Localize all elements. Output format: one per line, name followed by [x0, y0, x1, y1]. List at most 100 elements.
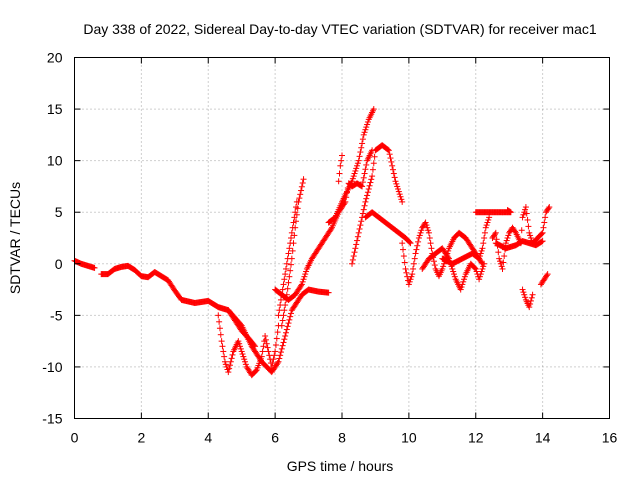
data-point: [293, 218, 300, 225]
data-point: [370, 106, 377, 113]
data-point: [251, 342, 258, 349]
y-tick-label: 15: [47, 101, 63, 117]
data-point: [288, 229, 295, 236]
data-point: [303, 268, 310, 275]
data-point: [492, 229, 499, 236]
data-point: [538, 230, 545, 237]
data-point: [408, 273, 415, 280]
data-point: [399, 240, 406, 247]
data-point: [362, 166, 369, 173]
data-point: [289, 224, 296, 231]
data-point: [410, 265, 417, 272]
data-point: [387, 155, 394, 162]
data-point: [287, 240, 294, 247]
data-point: [354, 233, 361, 240]
data-point: [242, 358, 249, 365]
data-point: [298, 183, 305, 190]
data-point: [360, 174, 367, 181]
y-tick-label: 0: [55, 256, 63, 272]
data-point: [288, 261, 295, 268]
data-point: [216, 325, 223, 332]
data-point: [476, 273, 483, 280]
data-point: [286, 316, 293, 323]
data-point: [461, 276, 468, 283]
data-point: [369, 173, 376, 180]
data-point: [356, 153, 363, 160]
y-tick-label: 10: [47, 153, 63, 169]
data-point: [238, 348, 245, 355]
data-point: [512, 228, 519, 235]
data-point: [258, 353, 265, 360]
data-point: [406, 239, 413, 246]
data-point: [301, 273, 308, 280]
data-point: [358, 144, 365, 151]
data-point: [482, 224, 489, 231]
data-point: [275, 358, 282, 365]
data-point: [394, 183, 401, 190]
data-point: [297, 191, 304, 198]
data-point: [277, 296, 284, 303]
data-point: [413, 246, 420, 253]
data-point: [357, 222, 364, 229]
data-point: [527, 235, 534, 241]
data-point: [410, 260, 417, 267]
data-point: [363, 195, 370, 202]
data-point: [350, 173, 357, 180]
data-point: [483, 222, 490, 229]
data-point: [459, 281, 466, 288]
data-point: [299, 278, 306, 285]
data-point: [349, 260, 356, 267]
data-point: [384, 146, 391, 153]
y-tick-label: -5: [50, 307, 63, 323]
data-point: [237, 345, 244, 352]
data-point: [388, 158, 395, 165]
data-point: [357, 149, 364, 156]
data-point: [283, 260, 290, 267]
x-tick-label: 12: [468, 430, 484, 446]
data-point: [451, 271, 458, 278]
data-point: [486, 214, 493, 221]
data-point: [498, 263, 505, 270]
x-tick-label: 2: [137, 430, 145, 446]
data-point: [426, 235, 433, 241]
data-point: [221, 353, 228, 360]
data-point: [367, 179, 374, 186]
data-point: [218, 338, 225, 345]
data-point: [292, 209, 299, 216]
data-point: [479, 245, 486, 252]
data-point: [264, 344, 271, 351]
data-point: [473, 268, 480, 275]
data-point: [368, 176, 375, 183]
data-point: [272, 342, 279, 349]
data-point: [241, 356, 248, 363]
data-point: [240, 353, 247, 360]
data-point: [495, 249, 502, 256]
data-point: [364, 189, 371, 196]
data-point: [480, 263, 487, 270]
data-point: [405, 281, 412, 288]
data-point: [540, 224, 547, 231]
data-point: [285, 279, 292, 286]
data-point: [481, 235, 488, 241]
data-point: [280, 281, 287, 288]
grid-layer: [74, 57, 610, 419]
data-point: [235, 338, 242, 345]
data-point: [485, 216, 492, 223]
data-point: [226, 362, 233, 369]
data-point: [391, 174, 398, 181]
data-point: [252, 367, 259, 374]
data-point: [362, 126, 369, 133]
data-point: [501, 253, 508, 260]
x-tick-label: 0: [71, 430, 79, 446]
data-point: [451, 273, 458, 280]
data-point: [440, 263, 447, 270]
data-point: [349, 175, 356, 182]
data-point: [221, 358, 228, 365]
data-point: [298, 282, 305, 289]
data-point: [282, 271, 289, 278]
data-point: [497, 260, 504, 267]
data-point: [291, 214, 298, 221]
data-point: [276, 307, 283, 314]
data-point: [226, 365, 233, 372]
